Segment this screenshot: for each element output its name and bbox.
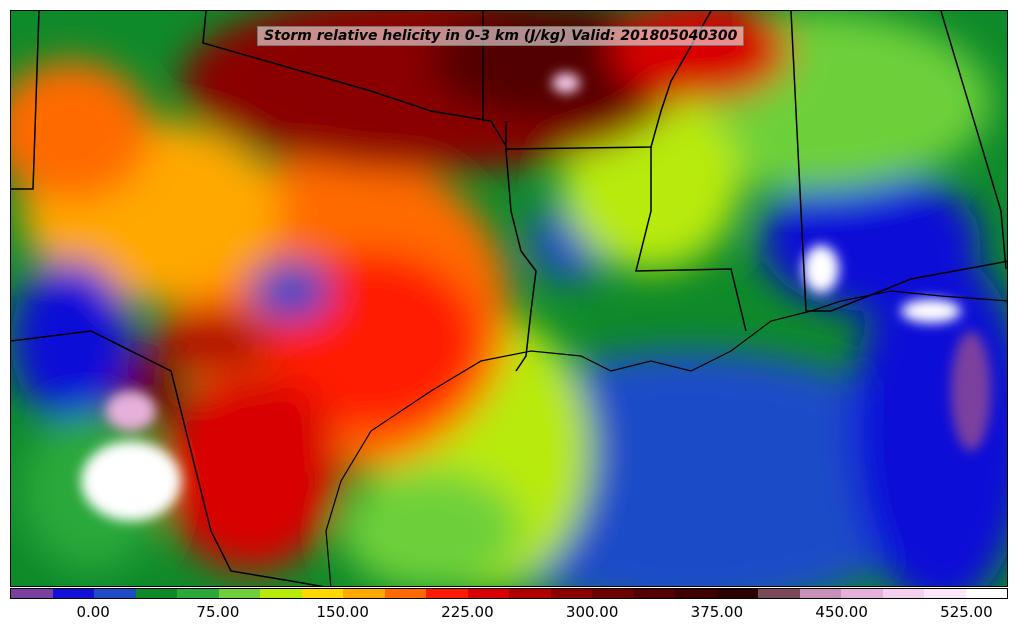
colorbar-segment bbox=[799, 589, 841, 598]
colorbar-tick-label: 150.00 bbox=[316, 603, 369, 621]
colorbar-segment bbox=[592, 589, 634, 598]
colorbar-tick-label: 525.00 bbox=[940, 603, 993, 621]
colorbar-segment bbox=[52, 589, 94, 598]
colorbar-tick-label: 375.00 bbox=[690, 603, 744, 621]
map-canvas bbox=[11, 11, 1007, 586]
colorbar-tick-label: 75.00 bbox=[196, 603, 240, 621]
colorbar-segment bbox=[135, 589, 177, 598]
colorbar-tick-label: 300.00 bbox=[565, 603, 619, 621]
colorbar-segment bbox=[675, 589, 717, 598]
colorbar-segment bbox=[426, 589, 468, 598]
colorbar-segment bbox=[467, 589, 509, 598]
coastline bbox=[325, 290, 1007, 586]
helicity-highs bbox=[81, 73, 991, 521]
colorbar-tick-label: 450.00 bbox=[815, 603, 868, 621]
colorbar-tick-label: 0.00 bbox=[76, 603, 110, 621]
colorbar-segment bbox=[633, 589, 675, 598]
colorbar-segment bbox=[758, 589, 800, 598]
map-title: Storm relative helicity in 0-3 km (J/kg)… bbox=[257, 26, 745, 46]
colorbar-segment bbox=[384, 589, 426, 598]
colorbar-segment bbox=[218, 589, 260, 598]
colorbar-segment bbox=[841, 589, 883, 598]
colorbar-segment bbox=[716, 589, 758, 598]
colorbar bbox=[10, 588, 1008, 599]
colorbar-segment bbox=[882, 589, 924, 598]
helicity-map: Storm relative helicity in 0-3 km (J/kg)… bbox=[10, 10, 1008, 587]
helicity-field bbox=[11, 11, 1007, 586]
colorbar-segment bbox=[965, 589, 1007, 598]
colorbar-segment bbox=[343, 589, 385, 598]
colorbar-segment bbox=[301, 589, 343, 598]
colorbar-segment bbox=[94, 589, 136, 598]
colorbar-segment bbox=[177, 589, 219, 598]
colorbar-segment bbox=[509, 589, 551, 598]
colorbar-segment bbox=[260, 589, 302, 598]
colorbar-segment bbox=[924, 589, 966, 598]
colorbar-segment bbox=[550, 589, 592, 598]
colorbar-tick-label: 225.00 bbox=[441, 603, 494, 621]
colorbar-segment bbox=[11, 589, 53, 598]
state-borders bbox=[11, 11, 1007, 586]
colorbar-ticks: 0.00 75.00 150.00 225.00 300.00 375.00 450.00 5… bbox=[10, 603, 1008, 625]
